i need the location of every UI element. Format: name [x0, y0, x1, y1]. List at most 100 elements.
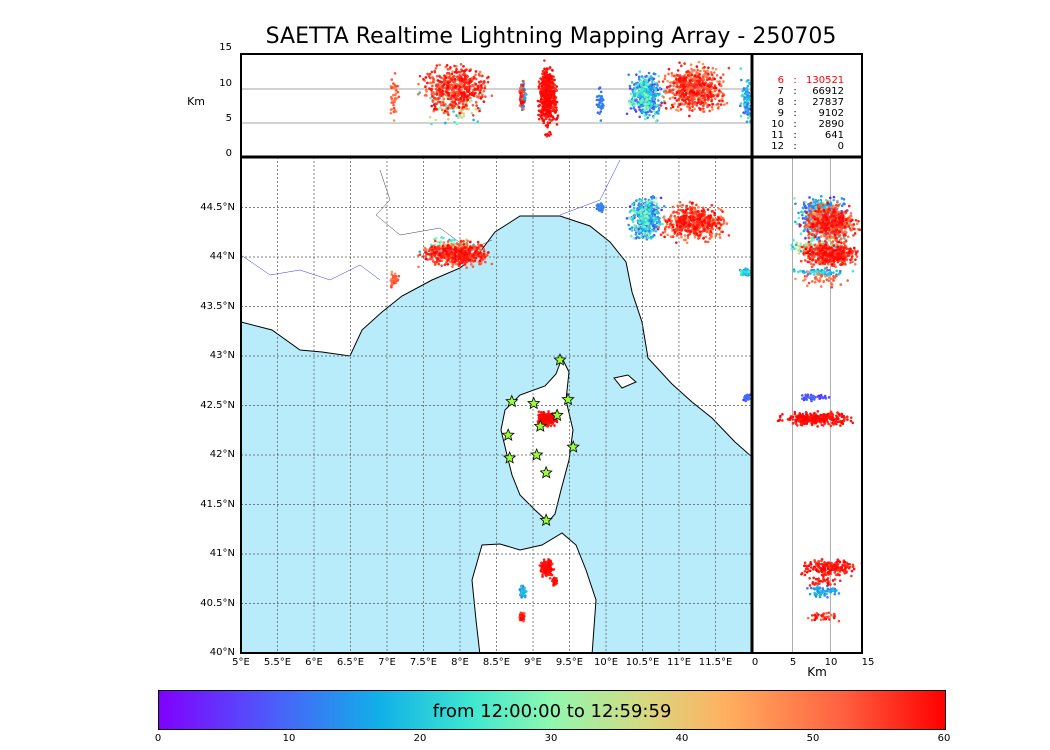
- lightning-source: [709, 214, 712, 217]
- lightning-source: [647, 212, 650, 215]
- lightning-source-altitude: [474, 92, 477, 95]
- lightning-source-altitude: [438, 75, 441, 78]
- lightning-source: [438, 242, 442, 246]
- lightning-source-altitude: [393, 72, 397, 75]
- lightning-source: [646, 235, 650, 239]
- lightning-source-altitude: [547, 96, 551, 100]
- lightning-source-altitude: [718, 80, 721, 83]
- lightning-source-altitude: [392, 119, 396, 122]
- lightning-source: [639, 235, 643, 239]
- lightning-source: [704, 223, 707, 227]
- lightning-source-altitude: [686, 84, 690, 88]
- lightning-source-altitude: [640, 80, 643, 83]
- lightning-source: [695, 221, 699, 224]
- lightning-source-altitude: [708, 103, 711, 107]
- lightning-source: [653, 211, 657, 214]
- lightning-source-altitude: [467, 107, 471, 111]
- lightning-source-altitude: [641, 92, 644, 96]
- lightning-source-altitude: [483, 86, 487, 90]
- lightning-source-altitude: [671, 105, 675, 109]
- lightning-source-altitude: [678, 74, 682, 77]
- lightning-source-altitude: [546, 124, 550, 127]
- lightning-source: [549, 424, 553, 428]
- lightning-source: [706, 226, 709, 229]
- lightning-source-altitude: [551, 109, 554, 113]
- lightning-source-altitude: [652, 116, 655, 119]
- lightning-source: [418, 253, 422, 256]
- lightning-source-altitude: [741, 89, 744, 93]
- lightning-source-altitude: [480, 84, 483, 87]
- lightning-source-altitude: [744, 88, 748, 91]
- lightning-source-altitude: [460, 94, 464, 97]
- lightning-source: [442, 241, 446, 244]
- lightning-source-altitude: [553, 96, 556, 100]
- lightning-source: [684, 224, 688, 228]
- lightning-source-altitude: [819, 393, 823, 397]
- lightning-source: [625, 217, 629, 220]
- lightning-source: [690, 201, 694, 205]
- lightning-source-altitude: [714, 86, 718, 90]
- lightning-source-altitude: [634, 102, 637, 105]
- lightning-source: [650, 197, 654, 200]
- lightning-source-altitude: [490, 94, 494, 98]
- land-corsica: [500, 356, 574, 523]
- lightning-source-altitude: [683, 103, 686, 106]
- lightning-source: [477, 255, 481, 258]
- lightning-source-altitude: [462, 112, 466, 115]
- lightning-source-altitude: [660, 101, 663, 105]
- lightning-source: [646, 231, 649, 235]
- lightning-source: [552, 568, 556, 571]
- lightning-source: [722, 222, 725, 226]
- lightning-source-altitude: [519, 89, 523, 92]
- lightning-source-altitude: [463, 83, 466, 86]
- lightning-source-altitude: [640, 104, 643, 108]
- lightning-source: [691, 211, 694, 214]
- lightning-source: [656, 215, 659, 219]
- lightning-source: [396, 279, 400, 282]
- lightning-source: [465, 241, 469, 245]
- lightning-source-altitude: [416, 92, 420, 96]
- lightning-source-altitude: [446, 110, 449, 113]
- lightning-source: [422, 255, 425, 258]
- lightning-source-altitude: [644, 85, 647, 89]
- lightning-source-altitude: [669, 81, 672, 84]
- lightning-source: [703, 227, 706, 231]
- lightning-source-altitude: [432, 80, 435, 84]
- lightning-source: [639, 229, 642, 233]
- lightning-source-altitude: [522, 105, 526, 108]
- lightning-source-altitude: [550, 114, 553, 118]
- lightning-source-altitude: [548, 89, 552, 93]
- lightning-source-altitude: [438, 88, 441, 91]
- lightning-source-altitude: [446, 86, 450, 89]
- lightning-source: [719, 208, 723, 212]
- lightning-source-altitude: [480, 86, 484, 90]
- lightning-source-altitude: [443, 121, 447, 125]
- lightning-source: [649, 224, 653, 228]
- lightning-source-altitude: [657, 112, 660, 115]
- lightning-source: [679, 204, 682, 208]
- lightning-source-altitude: [832, 195, 836, 199]
- lightning-source-altitude: [390, 78, 394, 81]
- lightning-source: [739, 273, 743, 276]
- lightning-source-altitude: [661, 80, 665, 83]
- lightning-source-altitude: [700, 94, 704, 97]
- lightning-source-altitude: [746, 92, 749, 95]
- station-star-icon: [529, 447, 544, 461]
- lightning-source: [703, 221, 707, 225]
- lightning-source-altitude: [431, 99, 434, 102]
- lightning-source-altitude: [430, 104, 434, 108]
- lightning-source-altitude: [693, 100, 697, 104]
- lightning-source: [652, 200, 656, 204]
- lightning-source-altitude: [468, 100, 472, 103]
- lightning-source: [651, 194, 655, 198]
- lightning-source-altitude: [518, 86, 522, 90]
- lightning-source: [463, 246, 467, 250]
- lightning-source-altitude: [542, 113, 546, 116]
- lightning-source-altitude: [664, 89, 668, 93]
- lightning-source: [696, 210, 699, 213]
- lightning-source-altitude: [687, 95, 691, 99]
- lightning-source-altitude: [682, 95, 686, 99]
- lightning-source: [675, 223, 679, 227]
- lightning-source: [438, 256, 442, 260]
